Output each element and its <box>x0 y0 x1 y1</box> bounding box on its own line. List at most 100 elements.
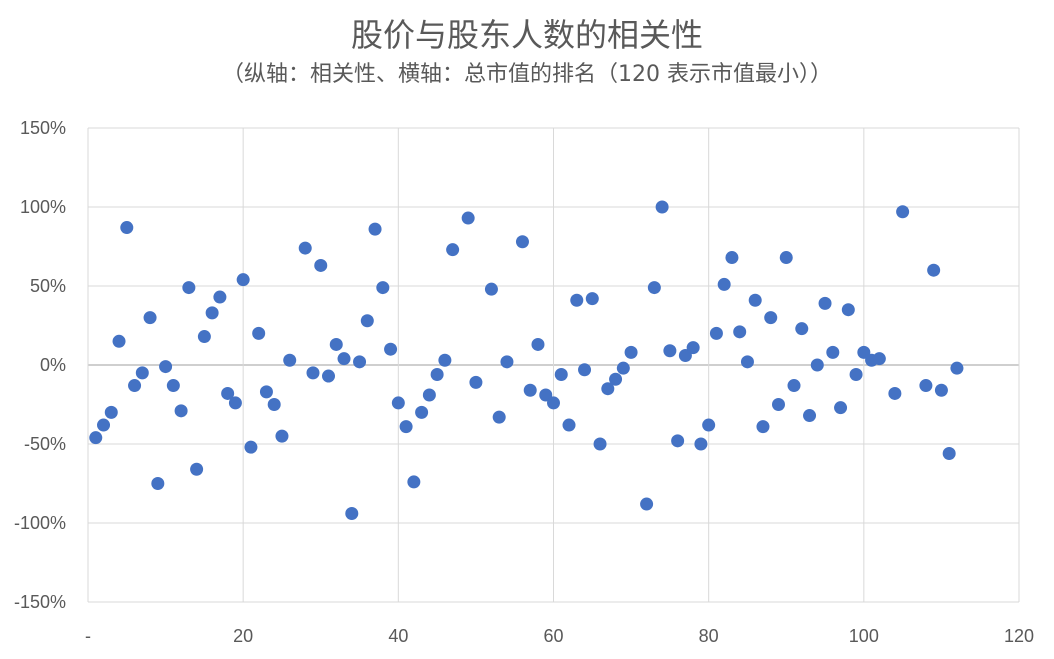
data-point <box>384 342 398 356</box>
data-point <box>159 360 173 374</box>
data-point <box>787 379 801 393</box>
data-point <box>500 355 514 369</box>
data-point <box>702 418 716 432</box>
data-point <box>314 258 328 272</box>
data-point <box>174 404 188 418</box>
data-point <box>826 345 840 359</box>
data-point <box>919 379 933 393</box>
data-point <box>97 418 111 432</box>
data-point <box>337 352 351 366</box>
data-point <box>609 372 623 386</box>
data-point <box>515 235 529 249</box>
data-point <box>756 420 770 434</box>
data-point <box>182 281 196 295</box>
data-point <box>771 398 785 411</box>
data-point <box>391 396 405 410</box>
data-point <box>663 344 677 358</box>
data-point <box>438 353 452 367</box>
data-point <box>934 383 948 397</box>
data-point <box>547 396 560 410</box>
data-point <box>205 306 219 320</box>
data-point <box>578 363 592 377</box>
data-point <box>849 367 863 381</box>
data-point <box>593 437 607 451</box>
x-tick-label: 60 <box>543 626 563 646</box>
data-point <box>322 369 336 383</box>
data-point <box>197 330 211 344</box>
y-axis-tick-labels: 150% 100% 50% 0% -50% -100% -150% <box>14 118 66 612</box>
data-point <box>252 326 266 340</box>
data-point <box>927 263 941 277</box>
y-tick-label: -50% <box>24 434 66 454</box>
x-tick-label: 80 <box>699 626 719 646</box>
data-point <box>151 477 165 490</box>
x-axis-tick-labels: - 20 40 60 80 100 120 <box>85 626 1034 646</box>
data-point <box>950 361 964 375</box>
data-point <box>554 367 568 381</box>
data-point <box>89 431 103 445</box>
y-tick-label: -100% <box>14 513 66 533</box>
chart-title: 股价与股东人数的相关性 <box>350 16 703 54</box>
y-tick-label: 150% <box>20 118 66 138</box>
data-point <box>430 367 444 381</box>
chart-subtitle: （纵轴：相关性、横轴：总市值的排名（120 表示市值最小）） <box>222 62 832 87</box>
data-point <box>531 337 545 351</box>
data-point <box>803 409 817 423</box>
data-point <box>221 386 235 400</box>
y-tick-label: 50% <box>30 276 66 296</box>
data-point <box>810 358 824 372</box>
data-point <box>259 385 273 399</box>
data-point <box>104 405 118 419</box>
data-point <box>135 366 149 380</box>
data-point <box>329 337 343 351</box>
data-point <box>143 311 157 325</box>
data-point <box>717 277 731 291</box>
data-point <box>585 292 599 306</box>
data-point <box>942 446 956 460</box>
data-point <box>306 366 320 380</box>
data-point <box>601 382 615 396</box>
data-point <box>345 507 359 521</box>
data-point <box>112 334 126 348</box>
data-point <box>616 361 630 375</box>
data-point <box>469 375 483 389</box>
data-point <box>236 273 250 287</box>
data-point <box>795 322 809 336</box>
y-tick-label: 100% <box>20 197 66 217</box>
data-point <box>213 290 227 304</box>
data-point <box>128 379 142 393</box>
data-point <box>422 388 436 402</box>
x-tick-label: - <box>85 626 91 646</box>
data-point <box>733 325 747 339</box>
data-point <box>120 221 134 235</box>
data-point <box>834 401 848 415</box>
data-point <box>353 355 367 369</box>
data-point <box>818 296 832 310</box>
data-point <box>709 326 723 340</box>
data-point <box>523 383 537 397</box>
data-point <box>624 345 638 359</box>
data-point <box>298 241 312 255</box>
data-point <box>570 293 584 307</box>
data-point <box>461 211 475 225</box>
data-point <box>647 281 661 295</box>
data-point <box>694 437 708 451</box>
x-tick-label: 120 <box>1004 626 1034 646</box>
data-point <box>562 418 576 432</box>
data-point <box>764 311 778 325</box>
data-point <box>244 440 258 454</box>
data-point <box>888 386 902 400</box>
x-tick-label: 40 <box>388 626 408 646</box>
x-tick-label: 20 <box>233 626 253 646</box>
data-point <box>415 405 429 419</box>
data-point <box>484 282 498 296</box>
data-point <box>872 352 886 366</box>
data-point <box>671 434 685 448</box>
data-point <box>190 462 204 476</box>
data-point <box>686 341 700 355</box>
data-point <box>275 429 289 443</box>
data-point <box>725 251 739 265</box>
data-point <box>407 475 421 489</box>
data-point <box>896 205 910 219</box>
data-point <box>492 410 506 424</box>
